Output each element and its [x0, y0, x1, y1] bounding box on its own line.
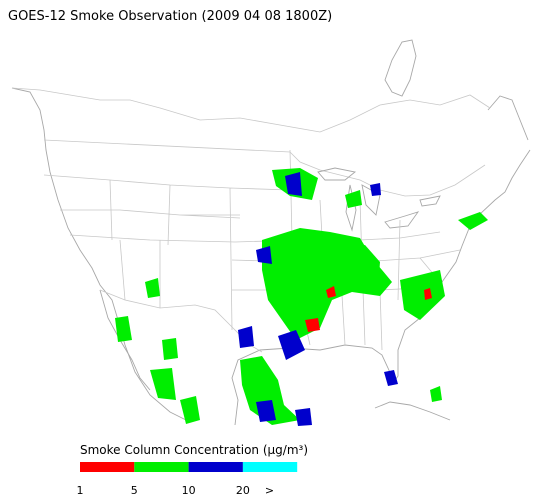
smoke-area [326, 286, 336, 298]
smoke-layer [115, 168, 488, 426]
legend-label: 1 [77, 484, 84, 497]
smoke-area [458, 212, 488, 230]
smoke-area [335, 245, 380, 290]
smoke-area [400, 270, 445, 320]
smoke-area [384, 370, 398, 386]
smoke-area [305, 318, 320, 332]
legend: 1 5 10 20 > [77, 462, 298, 497]
basemap [11, 39, 531, 426]
smoke-area [256, 400, 276, 422]
smoke-area [256, 246, 272, 264]
smoke-area [295, 408, 312, 426]
legend-swatch [188, 462, 243, 472]
smoke-area [162, 338, 178, 360]
legend-title: Smoke Column Concentration (μg/m³) [80, 443, 308, 457]
smoke-area [370, 183, 381, 196]
smoke-area [150, 368, 176, 400]
legend-label: 10 [182, 484, 196, 497]
smoke-area [285, 172, 302, 196]
legend-label: > [265, 484, 274, 497]
legend-label: 20 [236, 484, 250, 497]
smoke-area [345, 190, 362, 208]
legend-swatch [242, 462, 298, 472]
smoke-area [145, 278, 160, 298]
title: GOES-12 Smoke Observation (2009 04 08 18… [8, 9, 332, 24]
smoke-area [240, 356, 300, 425]
smoke-area [180, 396, 200, 424]
smoke-area [430, 386, 442, 402]
smoke-area [238, 326, 254, 348]
legend-swatch [80, 462, 135, 472]
smoke-area [278, 330, 305, 360]
legend-swatch [134, 462, 189, 472]
smoke-area [424, 288, 432, 300]
smoke-area [115, 316, 132, 342]
legend-label: 5 [131, 484, 138, 497]
